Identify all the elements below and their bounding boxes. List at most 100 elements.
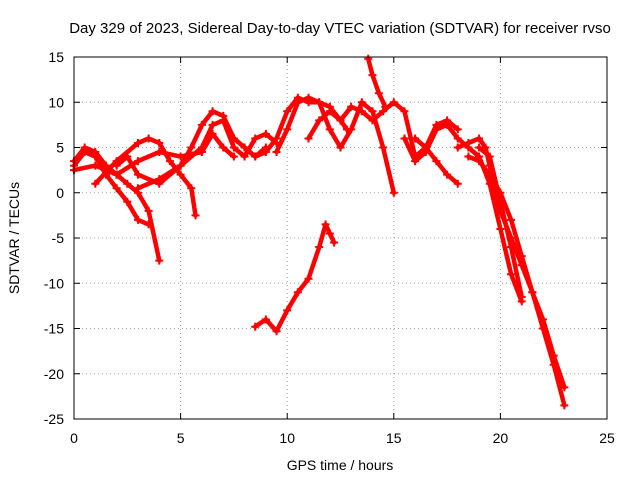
data-point-sat-d bbox=[133, 138, 142, 147]
data-point-sat-n bbox=[464, 138, 473, 147]
data-point-sat-e bbox=[187, 143, 196, 152]
data-point-sat-k bbox=[381, 102, 390, 111]
data-point-sat-h bbox=[283, 306, 292, 315]
data-point-sat-d bbox=[176, 170, 185, 179]
data-point-sat-i bbox=[304, 93, 313, 102]
data-point-sat-i bbox=[315, 98, 324, 107]
y-tick-label: -10 bbox=[44, 275, 64, 291]
data-point-sat-l bbox=[432, 125, 441, 134]
y-tick-label: 10 bbox=[48, 94, 64, 110]
data-point-sat-j bbox=[389, 98, 398, 107]
data-point-sat-i bbox=[347, 125, 356, 134]
y-tick-label: 15 bbox=[48, 49, 64, 65]
data-point-sat-m bbox=[421, 143, 430, 152]
data-point-sat-j bbox=[347, 102, 356, 111]
series-sat-o bbox=[466, 154, 567, 390]
data-point-sat-o bbox=[560, 383, 569, 392]
data-point-sat-b bbox=[144, 206, 153, 215]
data-point-sat-c bbox=[229, 152, 238, 161]
data-point-sat-d bbox=[144, 134, 153, 143]
data-point-sat-f bbox=[197, 143, 206, 152]
data-point-sat-h bbox=[251, 322, 260, 331]
data-point-sat-e bbox=[123, 152, 132, 161]
data-point-sat-g bbox=[240, 143, 249, 152]
y-tick-label: -20 bbox=[44, 366, 64, 382]
data-point-sat-m bbox=[411, 134, 420, 143]
data-point-sat-i bbox=[293, 98, 302, 107]
data-point-sat-h bbox=[261, 315, 270, 324]
data-point-sat-f bbox=[176, 161, 185, 170]
data-point-sat-o bbox=[517, 252, 526, 261]
data-point-sat-i bbox=[357, 98, 366, 107]
y-tick-label: -5 bbox=[52, 230, 65, 246]
data-point-sat-p bbox=[485, 152, 494, 161]
data-point-sat-g bbox=[272, 134, 281, 143]
data-point-sat-c bbox=[91, 161, 100, 170]
data-point-sat-f bbox=[240, 152, 249, 161]
data-point-sat-o bbox=[528, 288, 537, 297]
data-point-sat-e bbox=[208, 107, 217, 116]
data-point-sat-p bbox=[475, 143, 484, 152]
x-tick-label: 5 bbox=[177, 430, 185, 446]
data-point-sat-m bbox=[443, 170, 452, 179]
data-point-sat-l bbox=[496, 224, 505, 233]
data-point-sat-b bbox=[91, 148, 100, 157]
data-point-sat-p bbox=[517, 292, 526, 301]
data-point-sat-j bbox=[336, 116, 345, 125]
data-point-sat-n bbox=[453, 143, 462, 152]
data-point-sat-l bbox=[411, 157, 420, 166]
data-point-sat-l bbox=[443, 120, 452, 129]
data-point-sat-j bbox=[453, 125, 462, 134]
data-point-sat-k bbox=[374, 89, 383, 98]
series-sat-k bbox=[365, 56, 388, 110]
data-point-sat-o bbox=[539, 315, 548, 324]
data-point-sat-j bbox=[400, 107, 409, 116]
chart-title: Day 329 of 2023, Sidereal Day-to-day VTE… bbox=[69, 20, 611, 37]
data-point-sat-m bbox=[453, 179, 462, 188]
data-point-sat-a bbox=[133, 215, 142, 224]
data-point-sat-h bbox=[272, 327, 281, 336]
data-point-sat-i bbox=[368, 107, 377, 116]
data-point-sat-c bbox=[112, 170, 121, 179]
data-point-sat-c bbox=[219, 143, 228, 152]
data-point-sat-h bbox=[325, 229, 334, 238]
data-point-sat-i bbox=[325, 125, 334, 134]
data-point-sat-c bbox=[155, 148, 164, 157]
data-point-sat-b bbox=[123, 179, 132, 188]
data-point-sat-j bbox=[304, 134, 313, 143]
data-point-sat-f bbox=[133, 184, 142, 193]
data-point-sat-g bbox=[283, 107, 292, 116]
x-tick-label: 15 bbox=[386, 430, 402, 446]
data-point-sat-n bbox=[475, 134, 484, 143]
y-tick-label: 5 bbox=[56, 140, 64, 156]
data-point-sat-a bbox=[123, 197, 132, 206]
y-axis-label: SDTVAR / TECUs bbox=[6, 182, 22, 294]
data-point-sat-f bbox=[219, 116, 228, 125]
x-tick-label: 0 bbox=[70, 430, 78, 446]
data-point-sat-i bbox=[336, 143, 345, 152]
data-point-sat-l bbox=[453, 134, 462, 143]
data-series-group bbox=[70, 54, 569, 410]
series-sat-h bbox=[252, 222, 337, 334]
data-point-sat-n bbox=[560, 401, 569, 410]
data-point-sat-d bbox=[187, 184, 196, 193]
data-point-sat-f bbox=[155, 175, 164, 184]
data-point-sat-f bbox=[208, 120, 217, 129]
data-point-sat-m bbox=[432, 157, 441, 166]
data-point-sat-h bbox=[293, 288, 302, 297]
data-point-sat-p bbox=[496, 197, 505, 206]
x-tick-label: 10 bbox=[279, 430, 295, 446]
data-point-sat-i bbox=[272, 148, 281, 157]
data-point-sat-g bbox=[251, 152, 260, 161]
data-point-sat-o bbox=[475, 157, 484, 166]
data-point-sat-i bbox=[389, 188, 398, 197]
x-axis-label: GPS time / hours bbox=[287, 457, 394, 473]
data-point-sat-g bbox=[261, 148, 270, 157]
x-tick-label: 25 bbox=[599, 430, 615, 446]
data-point-sat-c bbox=[133, 157, 142, 166]
data-point-sat-k bbox=[364, 54, 373, 63]
data-point-sat-i bbox=[379, 143, 388, 152]
y-tick-label: 0 bbox=[56, 185, 64, 201]
y-tick-label: -25 bbox=[44, 411, 64, 427]
data-point-sat-o bbox=[464, 152, 473, 161]
